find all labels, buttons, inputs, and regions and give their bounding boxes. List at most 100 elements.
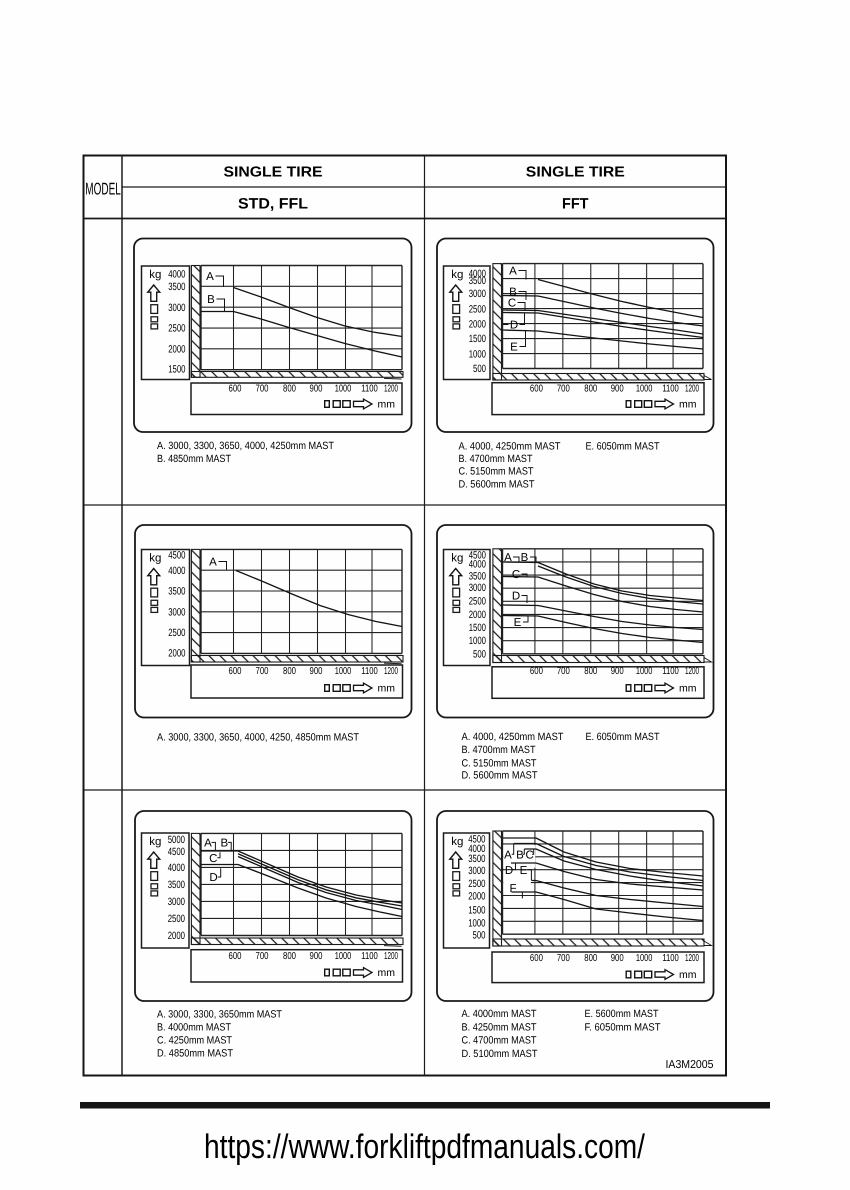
svg-text:2000: 2000 — [468, 891, 485, 903]
svg-text:D. 5100mm MAST: D. 5100mm MAST — [462, 1048, 539, 1060]
svg-text:kg: kg — [149, 836, 161, 848]
svg-text:mm: mm — [679, 399, 697, 411]
svg-text:B. 4850mm MAST: B. 4850mm MAST — [157, 453, 231, 465]
svg-text:A: A — [209, 557, 217, 569]
svg-text:B: B — [516, 850, 524, 862]
svg-text:4500: 4500 — [469, 550, 486, 562]
svg-text:1000: 1000 — [636, 953, 653, 964]
svg-text:A: A — [509, 266, 517, 278]
svg-text:mm: mm — [378, 399, 396, 411]
svg-text:C. 4700mm MAST: C. 4700mm MAST — [462, 1035, 538, 1047]
svg-text:600: 600 — [530, 384, 543, 395]
svg-text:3500: 3500 — [168, 281, 185, 293]
svg-text:900: 900 — [611, 953, 624, 964]
svg-text:900: 900 — [310, 666, 323, 677]
svg-text:4500: 4500 — [168, 549, 185, 561]
svg-text:A: A — [204, 838, 212, 850]
svg-text:kg: kg — [149, 553, 161, 565]
svg-text:900: 900 — [611, 384, 624, 395]
svg-text:F. 6050mm MAST: F. 6050mm MAST — [585, 1022, 662, 1034]
svg-text:3500: 3500 — [468, 853, 485, 865]
svg-text:B. 4250mm MAST: B. 4250mm MAST — [462, 1022, 538, 1034]
svg-text:A. 4000mm MAST: A. 4000mm MAST — [462, 1008, 538, 1020]
svg-text:800: 800 — [283, 951, 296, 962]
svg-text:500: 500 — [473, 648, 486, 660]
svg-text:D: D — [510, 320, 518, 332]
svg-text:2000: 2000 — [469, 609, 486, 621]
svg-text:700: 700 — [256, 384, 269, 395]
svg-text:F: F — [509, 883, 516, 895]
svg-text:A. 3000, 3300, 3650mm MAST: A. 3000, 3300, 3650mm MAST — [157, 1009, 282, 1021]
svg-text:A. 4000, 4250mm MAST: A. 4000, 4250mm MAST — [462, 731, 565, 743]
svg-text:C. 5150mm MAST: C. 5150mm MAST — [462, 758, 538, 770]
svg-text:1100: 1100 — [662, 953, 679, 964]
svg-text:1000: 1000 — [468, 918, 485, 930]
svg-text:D: D — [505, 865, 513, 877]
svg-text:https://www.forkliftpdfmanuals: https://www.forkliftpdfmanuals.com/ — [204, 1128, 645, 1166]
svg-text:C. 4250mm MAST: C. 4250mm MAST — [157, 1035, 233, 1047]
svg-text:1200: 1200 — [685, 953, 699, 964]
svg-text:1000: 1000 — [636, 666, 653, 677]
svg-text:C: C — [508, 298, 516, 310]
svg-text:1200: 1200 — [384, 666, 398, 677]
svg-text:B. 4000mm MAST: B. 4000mm MAST — [157, 1022, 231, 1034]
svg-text:3000: 3000 — [168, 302, 185, 314]
svg-text:STD, FFL: STD, FFL — [238, 195, 308, 212]
svg-text:900: 900 — [310, 951, 323, 962]
svg-text:600: 600 — [229, 384, 242, 395]
svg-text:2000: 2000 — [168, 930, 185, 942]
svg-text:2500: 2500 — [168, 627, 185, 639]
svg-text:1000: 1000 — [335, 951, 352, 962]
svg-text:700: 700 — [256, 666, 269, 677]
svg-text:5000: 5000 — [168, 834, 185, 846]
svg-text:2500: 2500 — [168, 323, 185, 335]
svg-text:1100: 1100 — [662, 666, 679, 677]
svg-text:2500: 2500 — [168, 913, 185, 925]
svg-text:E. 6050mm MAST: E. 6050mm MAST — [586, 731, 660, 743]
svg-text:4000: 4000 — [168, 269, 185, 281]
svg-text:D. 5600mm MAST: D. 5600mm MAST — [459, 479, 536, 491]
svg-text:4000: 4000 — [468, 843, 485, 855]
svg-text:1500: 1500 — [468, 905, 485, 917]
svg-text:A: A — [504, 850, 512, 862]
svg-text:E. 5600mm MAST: E. 5600mm MAST — [585, 1008, 659, 1020]
svg-text:2500: 2500 — [468, 878, 485, 890]
svg-text:800: 800 — [283, 666, 296, 677]
svg-text:B. 4700mm MAST: B. 4700mm MAST — [459, 453, 533, 465]
svg-text:3500: 3500 — [168, 879, 185, 891]
svg-text:SINGLE TIRE: SINGLE TIRE — [526, 165, 625, 181]
svg-text:700: 700 — [557, 666, 570, 677]
svg-text:C: C — [512, 569, 520, 581]
svg-text:3000: 3000 — [168, 896, 185, 908]
svg-text:kg: kg — [451, 836, 463, 848]
svg-text:kg: kg — [451, 553, 463, 565]
svg-text:1500: 1500 — [469, 333, 486, 345]
svg-text:900: 900 — [310, 384, 323, 395]
svg-text:E: E — [510, 342, 518, 354]
svg-text:kg: kg — [149, 269, 161, 281]
svg-text:A. 3000, 3300, 3650, 4000, 425: A. 3000, 3300, 3650, 4000, 4250, 4850mm … — [157, 732, 360, 744]
svg-text:1000: 1000 — [335, 666, 352, 677]
svg-text:3500: 3500 — [469, 275, 486, 287]
svg-text:4000: 4000 — [168, 862, 185, 874]
svg-text:B: B — [207, 294, 215, 306]
svg-text:4500: 4500 — [468, 834, 485, 846]
svg-text:3500: 3500 — [469, 571, 486, 583]
svg-text:1100: 1100 — [361, 666, 378, 677]
svg-text:E. 6050mm MAST: E. 6050mm MAST — [586, 441, 660, 453]
svg-text:mm: mm — [679, 969, 697, 981]
svg-text:FFT: FFT — [562, 195, 589, 212]
svg-text:2500: 2500 — [469, 303, 486, 315]
svg-text:1200: 1200 — [685, 666, 699, 677]
svg-text:700: 700 — [557, 384, 570, 395]
svg-text:800: 800 — [283, 384, 296, 395]
svg-text:B: B — [509, 287, 517, 299]
svg-text:600: 600 — [229, 951, 242, 962]
svg-text:1200: 1200 — [384, 384, 398, 395]
svg-text:A. 3000, 3300, 3650, 4000, 425: A. 3000, 3300, 3650, 4000, 4250mm MAST — [157, 440, 335, 452]
svg-text:4000: 4000 — [469, 559, 486, 571]
svg-text:C. 5150mm MAST: C. 5150mm MAST — [459, 466, 535, 478]
svg-text:mm: mm — [679, 683, 697, 695]
svg-text:900: 900 — [611, 666, 624, 677]
svg-text:A: A — [504, 552, 512, 564]
